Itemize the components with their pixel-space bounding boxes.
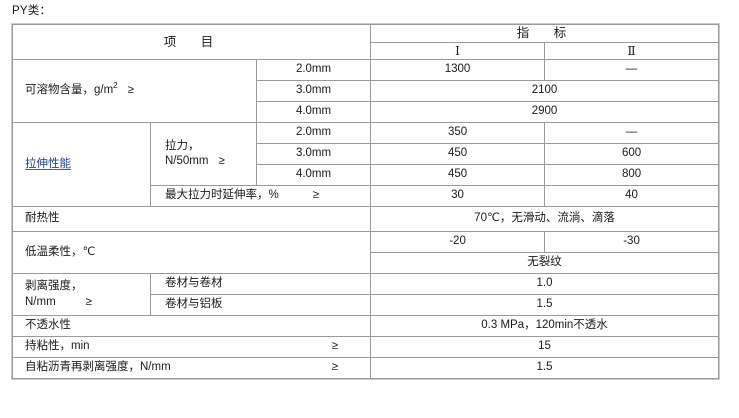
value-tensile-2mm-grade2: — [544,122,720,145]
label-tensile-properties-text: 拉伸性能 [25,157,71,170]
row-peel-roll-roll: 剥离强度， N/mm ≥ 卷材与卷材 1.0 [12,273,720,317]
thickness-soluble-3mm: 3.0mm [255,80,372,103]
row-soluble-2mm: 可溶物含量，g/m2 ≥ 2.0mm 1300 — [12,59,720,124]
label-peel-strength-line2: N/mm [25,295,56,308]
row-tensile-elongation: 最大拉力时延伸率，% ≥ 30 40 [13,185,720,208]
header-grade-2: Ⅱ [544,41,720,61]
value-soluble-3mm-merged: 2100 [370,80,720,103]
value-low-temp-note: 无裂纹 [370,252,720,275]
header-index-cell: 指 标 [370,24,720,43]
row-tensile-force-3mm: 3.0mm 450 600 [13,143,720,166]
label-tensile-elongation: 最大拉力时延伸率，% ≥ [149,185,372,208]
value-impermeability: 0.3 MPa，120min不透水 [370,315,720,338]
label-soluble-text: 可溶物含量，g/m [25,84,114,97]
label-soluble-ge: ≥ [127,84,134,97]
label-tensile-force: 拉力， N/50mm ≥ [150,122,257,187]
value-soluble-2mm-grade1: 1300 [370,59,546,82]
row-self-adhesive-peel: 自粘沥青再剥离强度，N/mm ≥ 1.5 [11,357,720,380]
label-tack-text: 持粘性，min [25,340,90,353]
row-tensile-force-2mm: 拉伸性能 拉力， N/50mm ≥ 2.0mm 350 — [12,122,720,208]
header-item-cell: 项 目 [11,23,372,61]
value-soluble-2mm-grade2: — [544,59,720,82]
label-peel-strength-line1: 剥离强度， [25,280,83,293]
value-tensile-4mm-grade2: 800 [544,164,720,187]
label-tensile-elongation-ge: ≥ [312,189,320,202]
value-tensile-3mm-grade2: 600 [544,143,720,166]
value-low-temp-grade1: -20 [370,231,546,254]
label-self-adhesive-peel: 自粘沥青再剥离强度，N/mm ≥ [11,357,372,380]
value-elongation-grade2: 40 [544,185,720,208]
value-low-temp-grade2: -30 [544,231,720,254]
specification-table: 项 目 指 标 Ⅰ Ⅱ 可溶物含量，g/m2 ≥ 2.0mm 13 [10,22,721,381]
label-low-temp-flexibility: 低温柔性，℃ [11,231,372,275]
value-tensile-2mm-grade1: 350 [370,122,546,145]
spec-table-wrapper: 项 目 指 标 Ⅰ Ⅱ 可溶物含量，g/m2 ≥ 2.0mm 13 [10,22,721,381]
label-peel-strength: 剥离强度， N/mm ≥ [12,273,151,317]
label-tensile-force-line2-wrap: N/50mm ≥ [165,154,250,170]
value-peel-roll-aluminum: 1.5 [370,294,720,317]
label-soluble-superscript: 2 [113,81,118,91]
row-tack: 持粘性，min ≥ 15 [11,336,720,359]
value-soluble-4mm-merged: 2900 [370,101,720,124]
table-caption: PY类： [12,5,52,17]
label-tensile-force-line2: N/50mm [165,155,209,168]
value-self-adhesive-peel: 1.5 [370,357,720,380]
label-self-adhesive-peel-ge: ≥ [331,361,339,374]
thickness-soluble-4mm: 4.0mm [255,101,372,124]
header-grade-1: Ⅰ [370,41,546,61]
label-tensile-force-ge: ≥ [218,155,225,168]
row-peel-roll-aluminum: 卷材与铝板 1.5 [13,294,720,317]
label-heat-resistance: 耐热性 [11,206,372,233]
value-tensile-4mm-grade1: 450 [370,164,546,187]
label-tensile-properties: 拉伸性能 [12,122,151,208]
value-heat-resistance: 70℃，无滑动、流淌、滴落 [370,206,720,233]
value-elongation-grade1: 30 [370,185,546,208]
label-tensile-elongation-text: 最大拉力时延伸率，% [165,189,279,202]
label-peel-strength-ge: ≥ [85,295,92,308]
value-tensile-3mm-grade1: 450 [370,143,546,166]
label-impermeability: 不透水性 [11,315,372,338]
thickness-tensile-4mm: 4.0mm [255,164,372,187]
table-header-row-top: 项 目 指 标 [11,23,720,61]
label-soluble-content: 可溶物含量，g/m2 ≥ [12,59,257,124]
table-header-row-grades: Ⅰ Ⅱ [13,41,720,61]
value-peel-roll-roll: 1.0 [370,273,720,296]
thickness-tensile-3mm: 3.0mm [255,143,372,166]
label-peel-roll-aluminum: 卷材与铝板 [149,294,372,317]
label-peel-roll-roll: 卷材与卷材 [149,273,372,296]
thickness-soluble-2mm: 2.0mm [255,59,372,82]
row-heat-resistance: 耐热性 70℃，无滑动、流淌、滴落 [11,206,720,233]
label-tack: 持粘性，min ≥ [11,336,372,359]
value-tack: 15 [370,336,720,359]
row-impermeability: 不透水性 0.3 MPa，120min不透水 [11,315,720,338]
label-self-adhesive-peel-text: 自粘沥青再剥离强度，N/mm [25,361,171,374]
thickness-tensile-2mm: 2.0mm [255,122,372,145]
row-soluble-3mm: 3.0mm 2100 [13,80,720,103]
row-low-temp-values: 低温柔性，℃ -20 -30 [11,231,720,275]
label-peel-strength-line2-wrap: N/mm ≥ [25,295,144,311]
label-tensile-force-line1: 拉力， [165,139,200,152]
label-tack-ge: ≥ [331,340,339,353]
